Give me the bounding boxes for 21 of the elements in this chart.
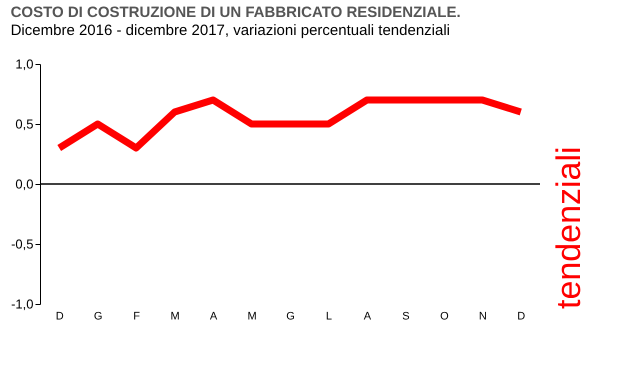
x-tick-label: S: [402, 310, 410, 322]
x-tick-label: G: [94, 310, 102, 322]
x-tick-label: L: [326, 310, 332, 322]
x-tick-label: N: [478, 310, 487, 322]
text: tendenziali: [550, 146, 588, 309]
x-tick-label: A: [364, 310, 372, 322]
y-tick-label: 0,0: [15, 176, 34, 192]
chart-title: COSTO DI COSTRUZIONE DI UN FABBRICATO RESIDENZIALE.: [10, 4, 461, 21]
x-tick-label: M: [170, 310, 180, 322]
y-tick-label: 1,0: [15, 56, 34, 72]
x-tick-label: F: [133, 310, 140, 322]
x-tick-label: G: [286, 310, 295, 322]
y-tick-label: -1,0: [11, 296, 34, 312]
y-tick-label: 0,5: [15, 116, 34, 132]
x-tick-label: O: [440, 310, 450, 322]
chart-subtitle: Dicembre 2016 - dicembre 2017, variazioni percentuali tendenziali: [10, 22, 450, 39]
x-tick-label: D: [56, 310, 64, 322]
y-tick-label: -0,5: [11, 236, 34, 252]
x-tick-label: D: [517, 310, 526, 322]
x-tick-label: A: [210, 310, 218, 322]
x-tick-label: M: [247, 310, 257, 322]
